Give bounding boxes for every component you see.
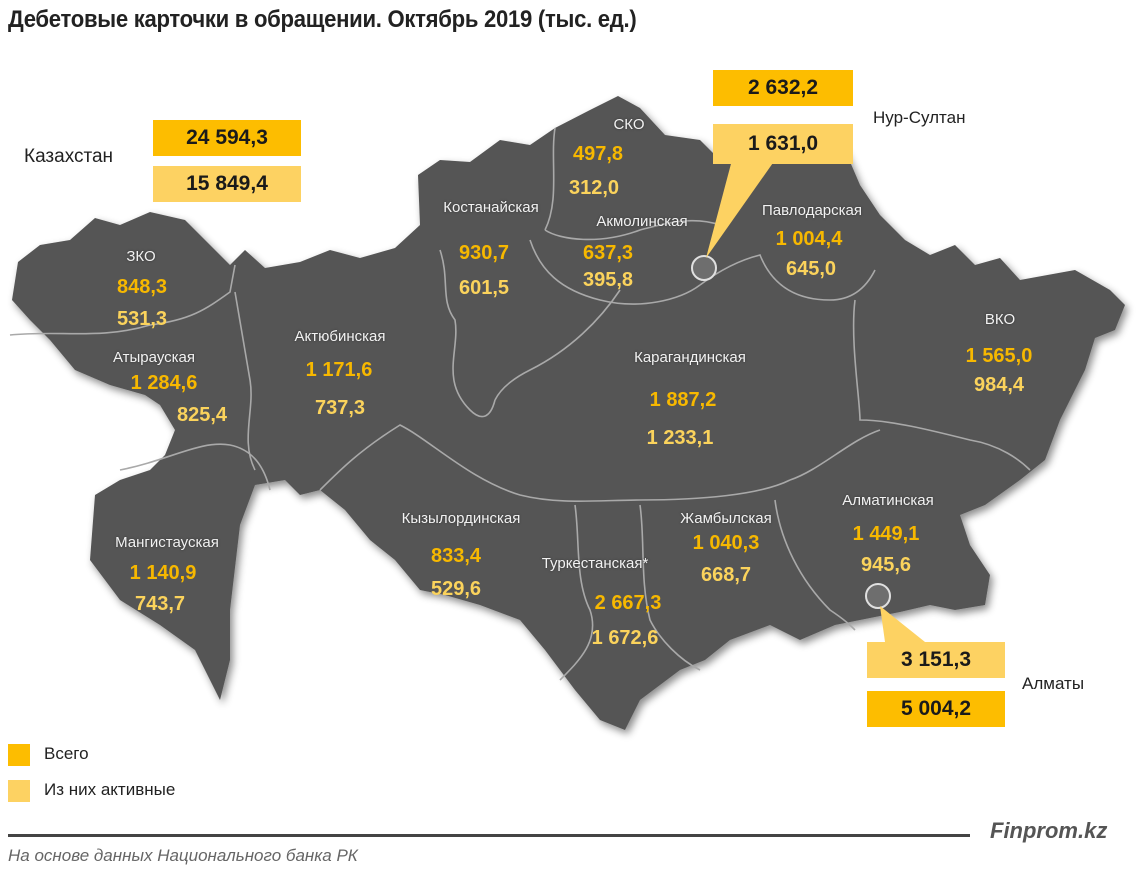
region-active: 984,4 bbox=[973, 374, 1025, 396]
region-borders bbox=[9, 127, 1031, 681]
region-total: 1 887,2 bbox=[649, 389, 717, 411]
nur-sultan-callout-pointer bbox=[706, 160, 775, 258]
region-name: Алматинская bbox=[842, 492, 934, 509]
region-total: 637,3 bbox=[582, 242, 634, 264]
region-active: 825,4 bbox=[176, 404, 228, 426]
region-name: Костанайская bbox=[443, 199, 539, 216]
region-total: 1 140,9 bbox=[129, 562, 197, 584]
almaty-label: Алматы bbox=[1022, 674, 1085, 693]
footer-divider bbox=[8, 834, 970, 837]
nur-sultan-marker bbox=[691, 255, 717, 281]
region-total: 1 040,3 bbox=[692, 532, 760, 554]
region-active: 395,8 bbox=[582, 269, 634, 291]
region-total: 1 171,6 bbox=[305, 359, 373, 381]
region-total: 2 667,3 bbox=[594, 592, 662, 614]
region-total: 1 565,0 bbox=[965, 345, 1033, 367]
region-active: 668,7 bbox=[700, 564, 752, 586]
legend-label-active: Из них активные bbox=[44, 780, 176, 799]
legend-swatch-total bbox=[8, 744, 30, 766]
region-active: 945,6 bbox=[860, 554, 912, 576]
region-name: Павлодарская bbox=[762, 202, 862, 219]
region-name: СКО bbox=[613, 116, 645, 133]
nur-sultan-total-box: 2 632,2 bbox=[713, 70, 853, 106]
region-total: 833,4 bbox=[430, 545, 482, 567]
region-active: 312,0 bbox=[568, 177, 620, 199]
region-total: 1 449,1 bbox=[852, 523, 920, 545]
nur-sultan-active-box: 1 631,0 bbox=[713, 124, 853, 164]
region-name: Акмолинская bbox=[596, 213, 688, 230]
region-name: ЗКО bbox=[126, 248, 156, 265]
source-note: На основе данных Национального банка РК bbox=[8, 846, 358, 865]
legend-label-total: Всего bbox=[44, 744, 89, 763]
region-active: 601,5 bbox=[458, 277, 510, 299]
region-active: 529,6 bbox=[430, 578, 482, 600]
country-shape bbox=[12, 96, 1125, 730]
almaty-callout-pointer bbox=[880, 606, 925, 642]
brand-logo: Finprom.kz bbox=[990, 818, 1108, 843]
national-total-box: 24 594,3 bbox=[153, 120, 301, 156]
almaty-marker bbox=[865, 583, 891, 609]
national-active-box: 15 849,4 bbox=[153, 166, 301, 202]
region-name: Туркестанская* bbox=[541, 555, 649, 572]
almaty-total-box: 5 004,2 bbox=[867, 691, 1005, 727]
region-active: 737,3 bbox=[314, 397, 366, 419]
region-active: 645,0 bbox=[785, 258, 837, 280]
region-name: Мангистауская bbox=[115, 534, 219, 551]
region-active: 531,3 bbox=[116, 308, 168, 330]
region-total: 848,3 bbox=[116, 276, 168, 298]
legend-swatch-active bbox=[8, 780, 30, 802]
nur-sultan-label: Нур-Султан bbox=[873, 108, 966, 127]
map-title: Дебетовые карточки в обращении. Октябрь … bbox=[8, 6, 637, 33]
region-active: 1 233,1 bbox=[646, 427, 714, 449]
region-name: Карагандинская bbox=[634, 349, 746, 366]
region-name: Кызылординская bbox=[401, 510, 521, 527]
region-name: Жамбылская bbox=[680, 510, 772, 527]
region-active: 743,7 bbox=[134, 593, 186, 615]
region-active: 1 672,6 bbox=[591, 627, 659, 649]
national-label: Казахстан bbox=[24, 146, 114, 167]
region-name: Атырауская bbox=[112, 349, 196, 366]
region-total: 1 284,6 bbox=[130, 372, 198, 394]
city-markers bbox=[691, 160, 925, 642]
region-name: ВКО bbox=[984, 311, 1016, 328]
region-name: Актюбинская bbox=[294, 328, 386, 345]
region-total: 930,7 bbox=[458, 242, 510, 264]
region-total: 497,8 bbox=[572, 143, 624, 165]
almaty-active-box: 3 151,3 bbox=[867, 642, 1005, 678]
region-total: 1 004,4 bbox=[775, 228, 843, 250]
